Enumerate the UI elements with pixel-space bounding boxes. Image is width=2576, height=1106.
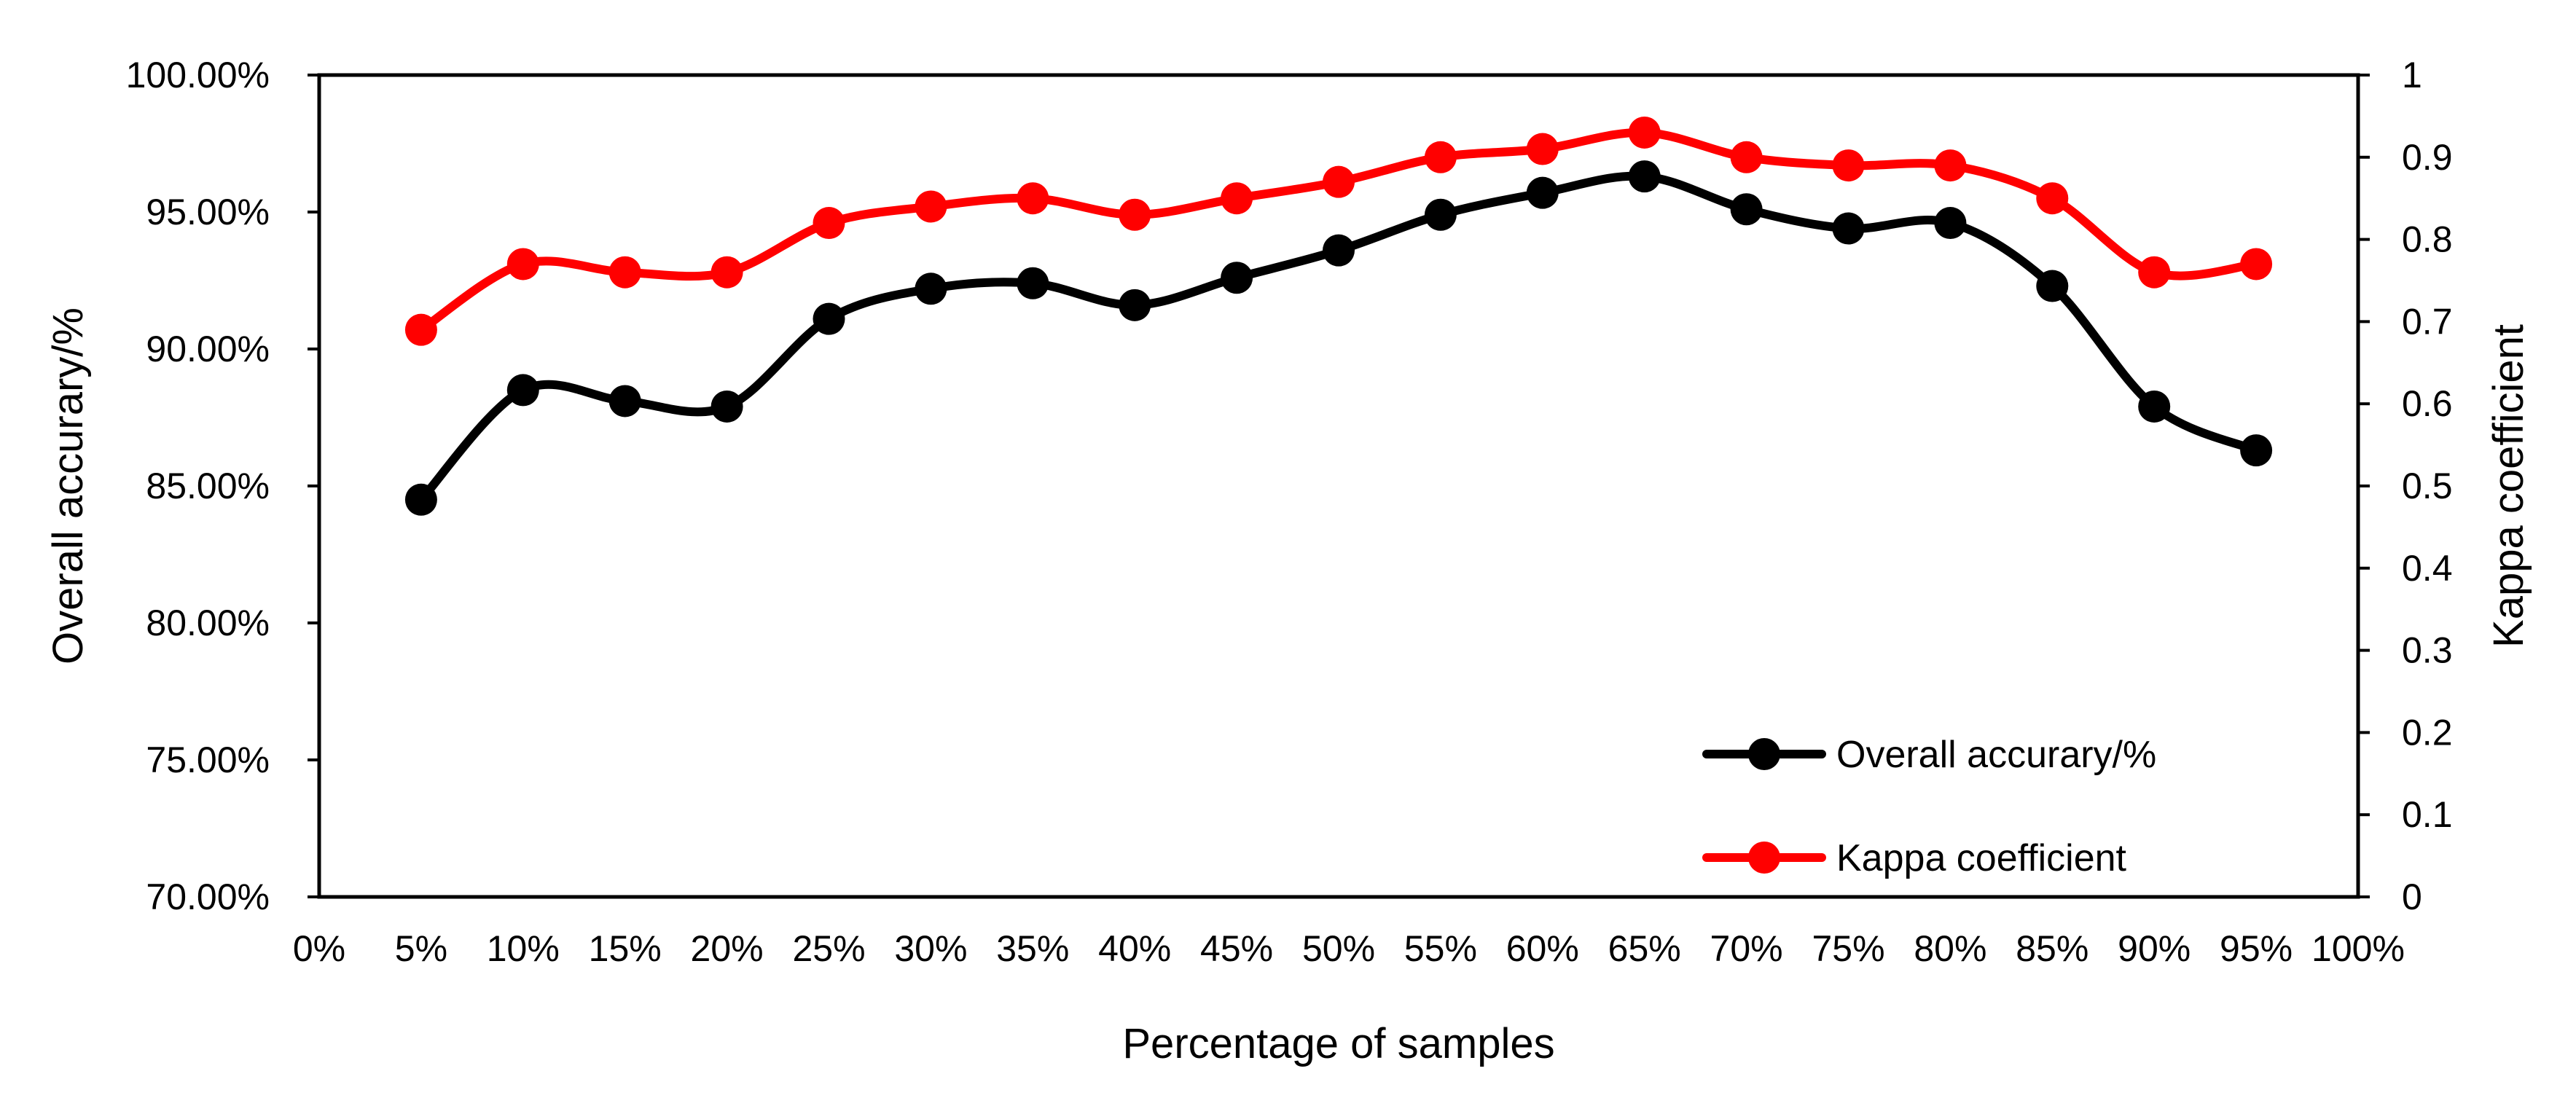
series-layer [404,116,2273,516]
data-point-kappa-coefficient [813,207,845,240]
data-point-overall-accurary [1424,198,1457,231]
x-tick-label: 80% [1914,928,1986,969]
y-left-tick-label: 85.00% [146,466,270,506]
legend: Overall accurary/% Kappa coefficient [1702,734,2156,879]
data-point-kappa-coefficient [1934,149,1967,182]
x-tick-label: 30% [894,928,967,969]
y-right-tick-label: 0.2 [2402,712,2453,753]
x-tick-label: 70% [1710,928,1783,969]
data-point-kappa-coefficient [1730,141,1763,173]
y-left-tick-label: 70.00% [146,876,270,917]
y-right-tick-label: 0.5 [2402,466,2453,506]
legend-entry: Kappa coefficient [1702,837,2127,879]
data-point-overall-accurary [1628,160,1661,193]
data-point-kappa-coefficient [1017,182,1049,215]
x-tick-label: 35% [996,928,1069,969]
data-point-overall-accurary [1323,234,1355,267]
data-point-kappa-coefficient [1526,133,1559,165]
y-right-tick-label: 0 [2402,876,2422,917]
x-tick-label: 75% [1812,928,1884,969]
data-point-overall-accurary [2036,270,2069,302]
data-point-kappa-coefficient [1119,198,1151,231]
x-tick-label: 50% [1302,928,1375,969]
data-point-kappa-coefficient [506,248,539,281]
x-tick-label: 10% [487,928,560,969]
legend-marker [1748,842,1780,874]
y-right-tick-label: 0.1 [2402,794,2453,835]
data-point-kappa-coefficient [608,256,641,289]
y-left-tick-label: 100.00% [126,55,270,95]
legend-marker [1748,738,1780,770]
x-tick-label: 65% [1608,928,1681,969]
x-tick-label: 0% [293,928,345,969]
data-point-overall-accurary [1221,262,1253,294]
y-right-tick-label: 0.4 [2402,548,2453,589]
data-point-kappa-coefficient [404,313,437,346]
data-point-kappa-coefficient [915,190,947,223]
data-point-kappa-coefficient [1628,116,1661,149]
data-point-overall-accurary [1730,193,1763,226]
x-tick-label: 85% [2016,928,2088,969]
y-right-tick-label: 0.7 [2402,301,2453,342]
data-point-overall-accurary [710,390,743,423]
x-axis-title: Percentage of samples [1122,1020,1554,1067]
x-tick-label: 90% [2118,928,2191,969]
data-point-overall-accurary [2240,434,2273,467]
legend-entry: Overall accurary/% [1702,734,2156,776]
x-tick-label: 45% [1200,928,1273,969]
data-point-kappa-coefficient [710,256,743,289]
data-point-kappa-coefficient [2240,248,2273,281]
y-right-tick-label: 0.9 [2402,137,2453,178]
data-point-overall-accurary [404,483,437,516]
y-left-axis-title: Overall accurary/% [44,307,92,664]
data-point-overall-accurary [1017,267,1049,299]
data-point-kappa-coefficient [1323,165,1355,198]
y-right-tick-label: 1 [2402,55,2422,95]
data-point-kappa-coefficient [1221,182,1253,215]
data-point-overall-accurary [1832,212,1865,245]
x-tick-label: 20% [691,928,764,969]
y-left-tick-label: 90.00% [146,329,270,369]
y-right-tick-label: 0.8 [2402,219,2453,260]
data-point-kappa-coefficient [1424,141,1457,173]
series-kappa-coefficient [404,116,2273,346]
data-point-overall-accurary [1119,289,1151,321]
x-tick-label: 5% [395,928,447,969]
legend-label: Kappa coefficient [1836,837,2127,879]
x-tick-label: 40% [1098,928,1171,969]
data-point-overall-accurary [1934,207,1967,240]
data-point-overall-accurary [608,385,641,417]
axes: 70.00%75.00%80.00%85.00%90.00%95.00%100.… [44,55,2532,1067]
data-point-kappa-coefficient [2036,182,2069,215]
x-tick-label: 55% [1404,928,1477,969]
x-tick-label: 15% [589,928,662,969]
data-point-overall-accurary [813,302,845,335]
legend-label: Overall accurary/% [1836,734,2156,776]
data-point-overall-accurary [2138,390,2171,423]
data-point-kappa-coefficient [2138,256,2171,289]
y-left-tick-label: 80.00% [146,603,270,643]
x-tick-label: 60% [1506,928,1579,969]
series-overall-accurary [404,160,2273,516]
data-point-kappa-coefficient [1832,149,1865,182]
x-tick-label: 95% [2220,928,2293,969]
data-point-overall-accurary [1526,176,1559,209]
x-tick-label: 25% [792,928,865,969]
y-left-tick-label: 75.00% [146,740,270,780]
data-point-overall-accurary [506,374,539,407]
y-left-tick-label: 95.00% [146,192,270,232]
x-tick-label: 100% [2311,928,2405,969]
y-right-tick-label: 0.3 [2402,630,2453,671]
y-right-axis-title: Kappa coefficient [2485,324,2532,648]
series-line-overall-accurary [416,171,2261,504]
y-right-tick-label: 0.6 [2402,383,2453,424]
data-point-overall-accurary [915,272,947,305]
